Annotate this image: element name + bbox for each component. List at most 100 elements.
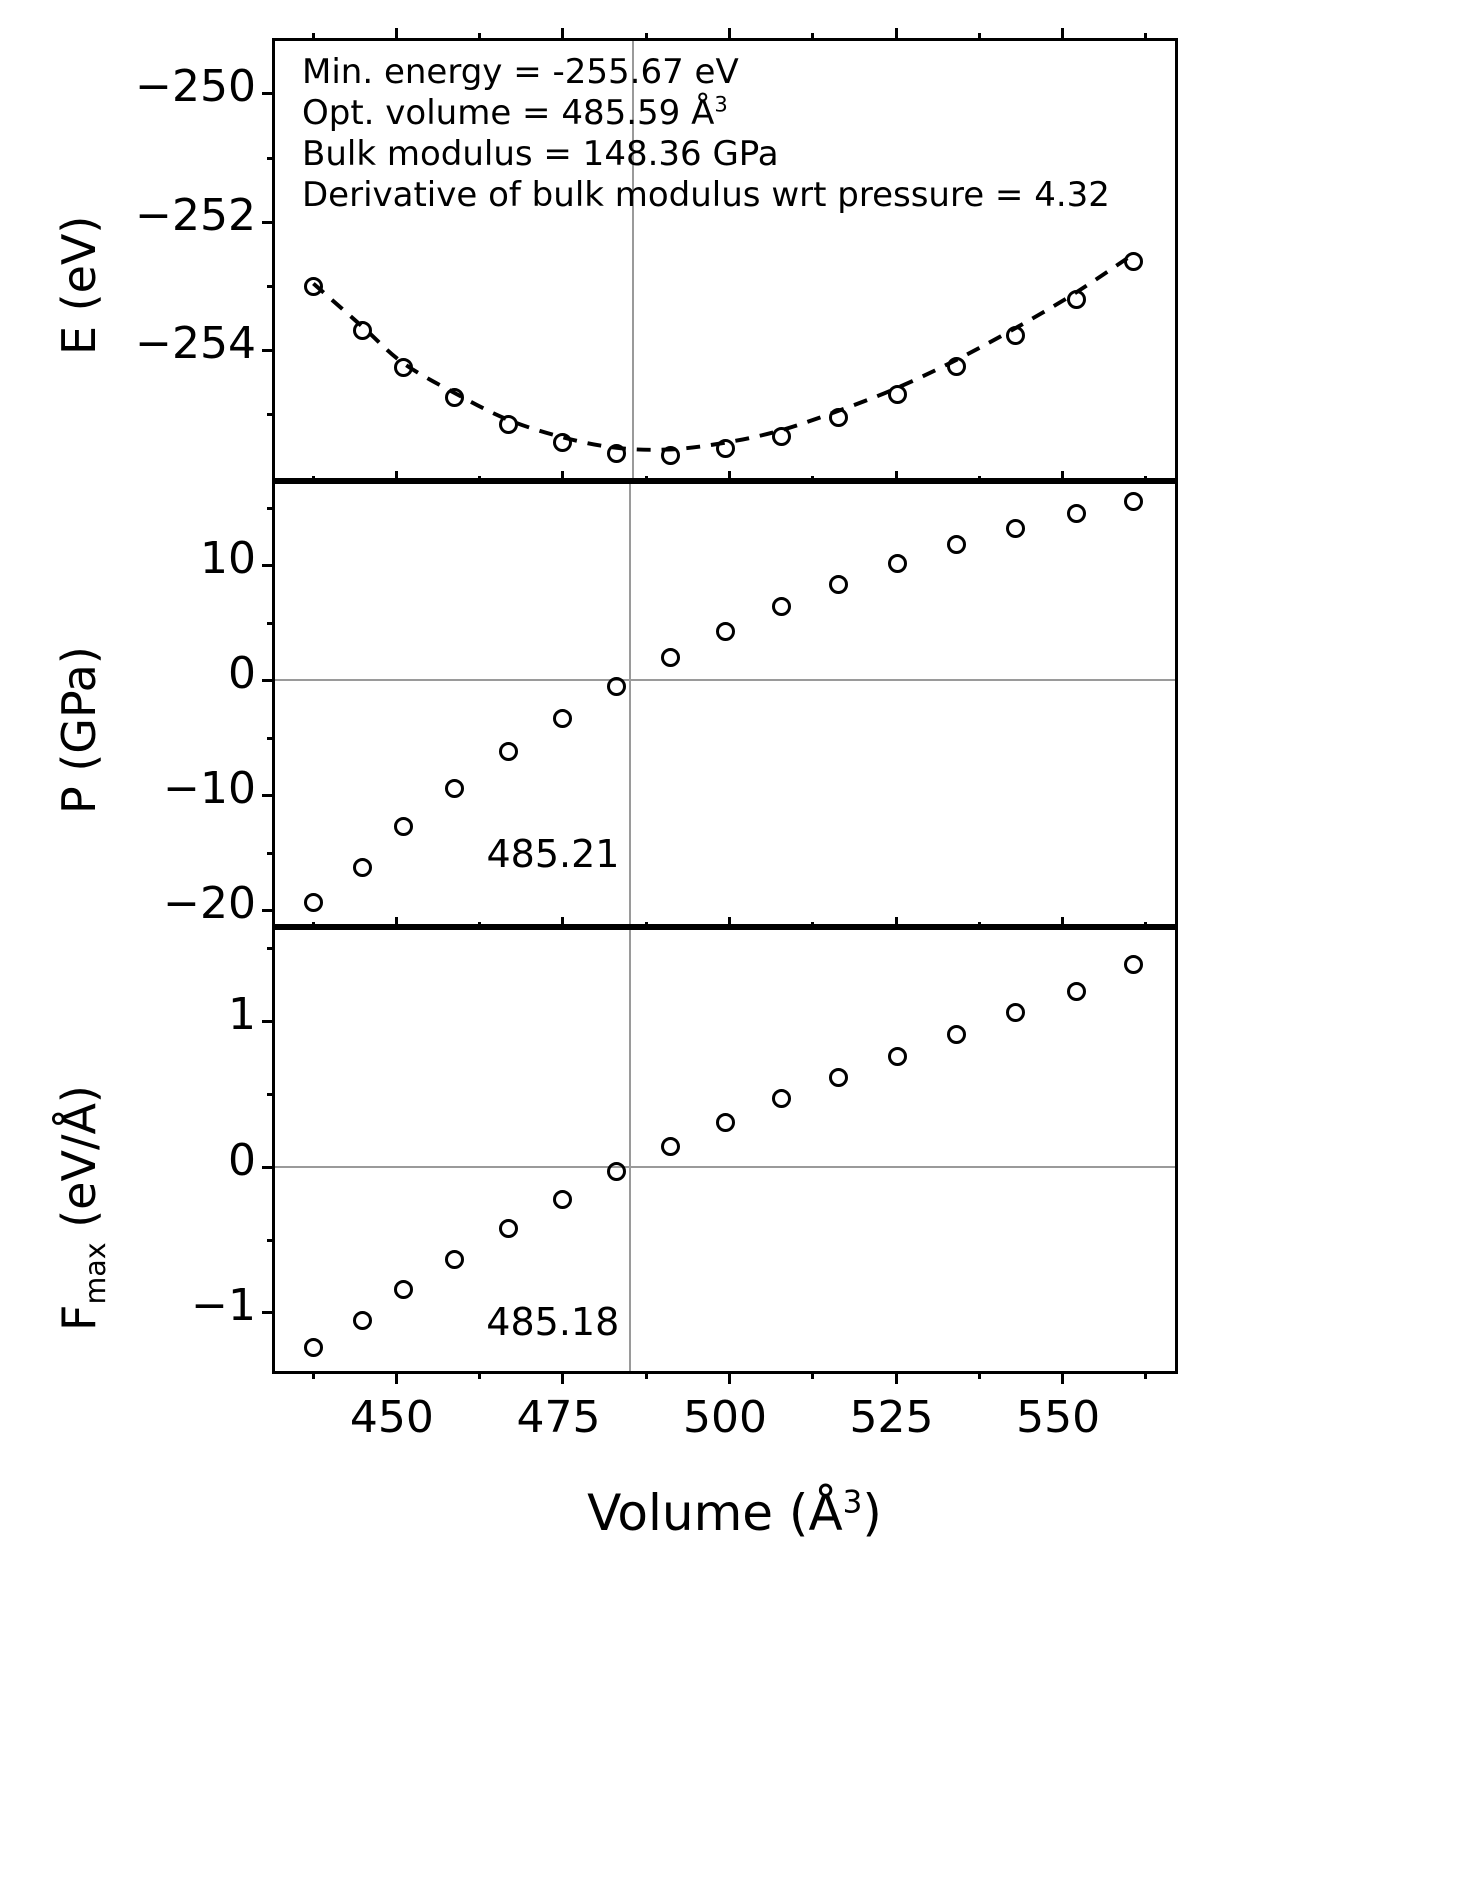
ylabel-force-base: F [52, 1304, 106, 1331]
x-axis-minor-tick [644, 922, 648, 930]
x-axis-minor-tick [478, 1371, 482, 1379]
data-point-marker [1005, 1003, 1025, 1023]
x-axis-minor-tick [478, 476, 482, 484]
optimum-volume-vline-force [629, 930, 632, 1371]
x-axis-minor-tick [811, 476, 815, 484]
data-point-marker [771, 1089, 791, 1109]
y-axis-minor-tick [267, 1093, 275, 1097]
x-axis-tick [1061, 471, 1065, 484]
x-axis-tick [728, 1371, 731, 1384]
panel-energy [262, 28, 1178, 491]
data-point-marker [445, 779, 465, 799]
x-axis-tick [728, 471, 731, 484]
y-axis-minor-tick [267, 1238, 275, 1242]
x-axis-minor-tick [311, 922, 315, 930]
x-axis-minor-tick [977, 33, 981, 41]
data-point-marker [829, 407, 849, 427]
data-point-marker [888, 1047, 908, 1067]
data-point-marker [553, 432, 573, 452]
pressure-vline-label: 485.21 [486, 832, 620, 877]
y-axis-tick [262, 1311, 275, 1315]
optimum-volume-vline-pressure [629, 484, 632, 924]
x-axis-minor-tick [1144, 33, 1148, 41]
data-point-marker [607, 1162, 627, 1182]
ylabel-energy: E (eV) [52, 215, 106, 355]
x-axis-minor-tick [644, 33, 648, 41]
x-axis-tick [394, 471, 398, 484]
data-point-marker [304, 277, 324, 297]
data-point-marker [304, 892, 324, 912]
y-axis-tick [262, 1020, 275, 1024]
panel-pressure-plot-area: 485.21 [275, 484, 1175, 924]
ytick-label-pressure: −20 [163, 878, 256, 930]
data-point-marker [888, 384, 908, 404]
data-point-marker [607, 676, 627, 696]
annotation-opt-volume-exponent: 3 [714, 91, 728, 117]
xtick-label: 500 [683, 1392, 767, 1443]
data-point-marker [661, 445, 681, 465]
data-point-marker [498, 742, 518, 762]
y-axis-tick [262, 794, 275, 798]
xlabel-base: Volume (Å [587, 1484, 843, 1542]
data-point-marker [1123, 955, 1143, 975]
data-point-marker [1123, 251, 1143, 271]
ylabel-force: Fmax (eV/Å) [52, 1084, 112, 1331]
panel-force: 485.18 [262, 917, 1178, 1384]
y-axis-minor-tick [267, 284, 275, 288]
ylabel-pressure: P (GPa) [52, 646, 106, 814]
zero-pressure-hline [275, 679, 1175, 682]
data-point-marker [394, 1280, 414, 1300]
y-axis-tick [262, 220, 275, 224]
y-axis-tick [262, 349, 275, 353]
data-point-marker [946, 357, 966, 376]
xtick-label: 550 [1016, 1392, 1101, 1443]
x-axis-minor-tick [811, 33, 815, 41]
panel-force-plot-area: 485.18 [275, 930, 1175, 1371]
xlabel-close-paren: ) [862, 1484, 882, 1542]
y-axis-tick [262, 679, 275, 683]
x-axis-minor-tick [311, 33, 315, 41]
ytick-label-force: 1 [228, 989, 256, 1041]
data-point-marker [353, 1310, 373, 1330]
xtick-label: 475 [516, 1392, 601, 1443]
y-axis-tick [262, 1165, 275, 1169]
x-axis-minor-tick [311, 476, 315, 484]
y-axis-minor-tick [267, 947, 275, 951]
ylabel-force-subscript: max [79, 1241, 113, 1305]
data-point-marker [1066, 981, 1086, 1001]
ytick-label-energy: −250 [135, 61, 256, 113]
x-axis-tick [1061, 1371, 1065, 1384]
data-point-marker [661, 1137, 681, 1157]
y-axis-minor-tick [267, 156, 275, 160]
data-point-marker [304, 1338, 324, 1358]
data-point-marker [829, 1067, 849, 1087]
annotation-opt-volume-text: Opt. volume = 485.59 Å [302, 93, 715, 133]
annotation-opt-volume: Opt. volume = 485.59 Å3 [302, 93, 1110, 134]
y-axis-tick [262, 564, 275, 568]
annotation-bulk-modulus-derivative: Derivative of bulk modulus wrt pressure … [302, 175, 1110, 215]
ytick-label-energy: −252 [135, 189, 256, 241]
panel-pressure: 485.21 [262, 471, 1178, 937]
data-point-marker [353, 858, 373, 878]
xlabel-exponent: 3 [842, 1484, 863, 1521]
x-axis-tick [728, 917, 731, 930]
xlabel-volume: Volume (Å3) [0, 1484, 1469, 1542]
x-axis-minor-tick [977, 1371, 981, 1379]
x-axis-tick [394, 28, 398, 41]
x-axis-minor-tick [811, 1371, 815, 1379]
x-axis-minor-tick [977, 922, 981, 930]
data-point-marker [946, 535, 966, 555]
data-point-marker [661, 648, 681, 668]
annotation-bulk-modulus: Bulk modulus = 148.36 GPa [302, 134, 779, 174]
y-axis-minor-tick [267, 621, 275, 625]
xtick-label: 525 [849, 1392, 934, 1443]
data-point-marker [771, 597, 791, 617]
y-axis-minor-tick [267, 736, 275, 740]
energy-fit-path [312, 256, 1129, 452]
data-point-marker [607, 443, 627, 463]
data-point-marker [1005, 325, 1025, 345]
data-point-marker [353, 321, 373, 341]
ylabel-force-units: (eV/Å) [52, 1084, 106, 1242]
x-axis-minor-tick [478, 922, 482, 930]
